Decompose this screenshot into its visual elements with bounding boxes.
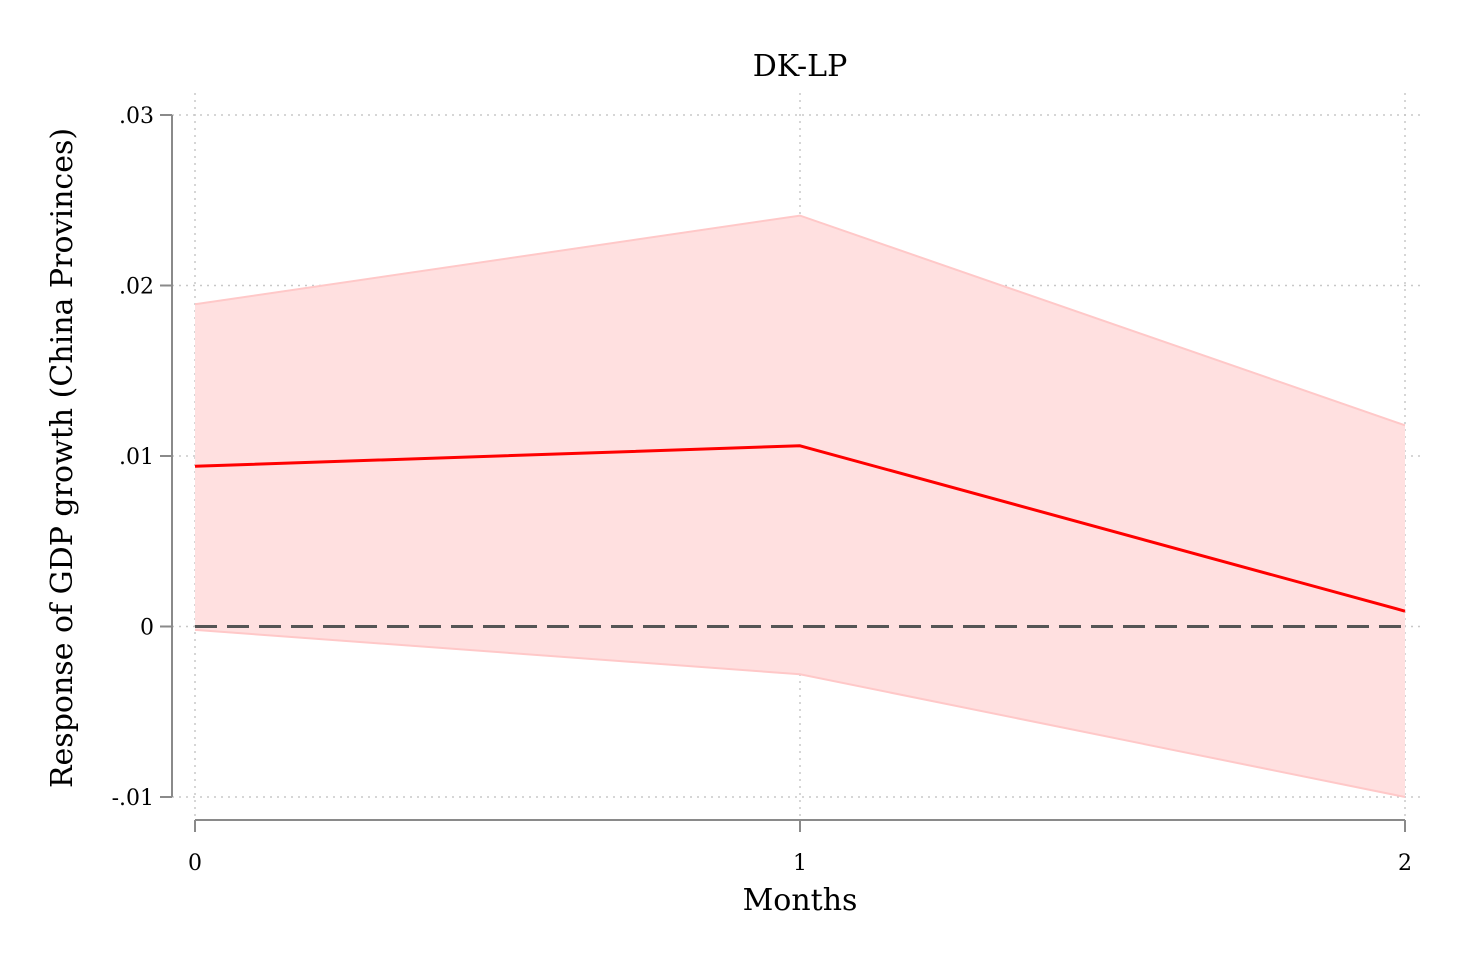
axes <box>160 114 1406 832</box>
y-tick-label-1: .02 <box>119 275 154 300</box>
y-tick-label-4: -.01 <box>112 786 154 811</box>
x-tick-labels: 0 1 2 <box>188 851 1412 876</box>
response-line-group <box>194 444 1406 613</box>
chart-title: DK-LP <box>753 49 848 84</box>
y-tick-label-3: 0 <box>140 616 154 641</box>
x-axis-title: Months <box>743 883 858 918</box>
y-tick-labels: .03 .02 .01 0 -.01 <box>112 104 154 811</box>
confidence-band-upper-edge <box>194 214 1406 427</box>
y-tick-label-2: .01 <box>119 445 154 470</box>
y-axis-title: Response of GDP growth (China Provinces) <box>45 128 80 788</box>
confidence-band-group <box>194 214 1406 798</box>
x-tick-label-1: 1 <box>793 851 807 876</box>
response-line <box>194 444 1406 613</box>
confidence-band-lower-edge <box>194 628 1406 798</box>
x-tick-label-2: 2 <box>1398 851 1412 876</box>
y-tick-label-0: .03 <box>119 104 154 129</box>
x-tick-label-0: 0 <box>188 851 202 876</box>
